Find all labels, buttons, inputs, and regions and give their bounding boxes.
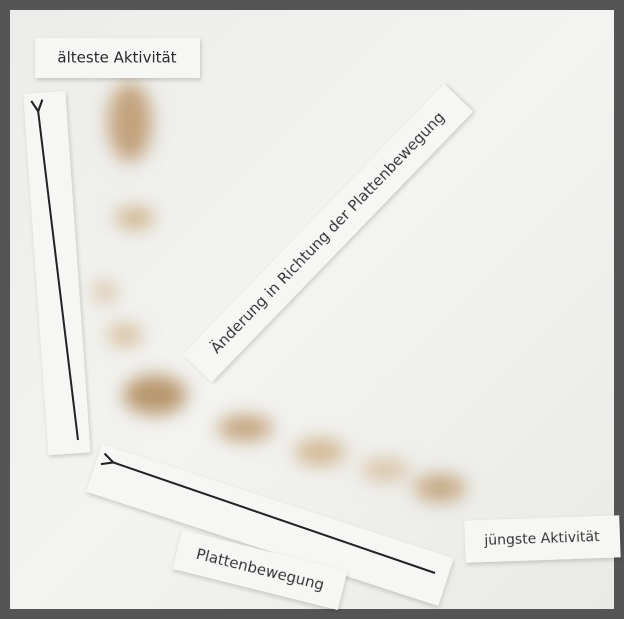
arrow-left xyxy=(112,462,436,574)
label: älteste Aktivität xyxy=(57,49,176,67)
label-box xyxy=(183,83,473,383)
stain xyxy=(414,474,466,502)
label-oldest-box: älteste Aktivität xyxy=(35,38,200,78)
label-box xyxy=(464,515,621,563)
label-box xyxy=(35,38,200,78)
stain xyxy=(217,415,273,441)
stains xyxy=(93,82,466,502)
arrow-up xyxy=(38,110,79,441)
stain xyxy=(123,375,187,415)
stain xyxy=(108,82,152,162)
stain xyxy=(93,282,117,302)
stain xyxy=(115,207,155,229)
stain xyxy=(294,438,346,466)
label-youngest-box: jüngste Aktivität xyxy=(464,515,621,563)
stain xyxy=(361,458,409,482)
stain xyxy=(107,323,143,347)
label: jüngste Aktivität xyxy=(483,529,600,549)
label-box xyxy=(172,530,348,610)
